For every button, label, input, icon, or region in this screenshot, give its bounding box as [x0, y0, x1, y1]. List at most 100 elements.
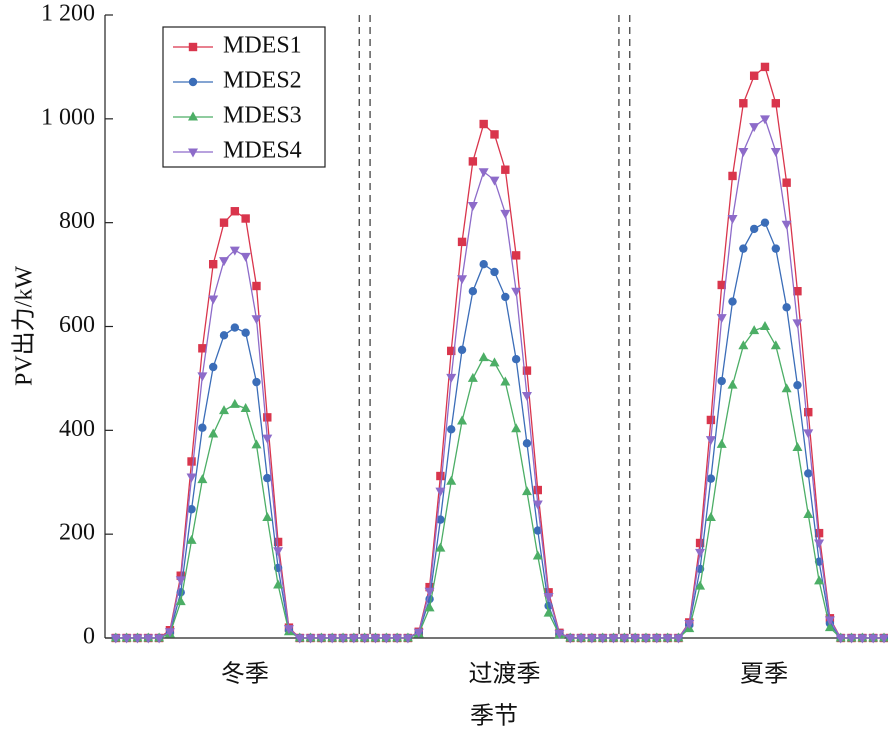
- marker: [436, 471, 445, 481]
- marker: [402, 634, 413, 644]
- marker: [381, 634, 392, 644]
- marker: [511, 355, 521, 364]
- marker: [543, 592, 554, 602]
- y-tick-label: 600: [59, 312, 95, 338]
- marker: [273, 579, 284, 589]
- marker: [436, 515, 445, 524]
- marker: [188, 77, 198, 87]
- marker: [695, 548, 706, 558]
- marker: [316, 634, 327, 644]
- marker: [749, 224, 759, 234]
- marker: [824, 622, 835, 632]
- marker: [760, 62, 770, 72]
- marker: [781, 383, 792, 393]
- legend: MDES1 MDES2 MDES3 MDES4: [162, 26, 326, 168]
- marker: [749, 71, 759, 80]
- marker: [640, 634, 651, 644]
- marker: [188, 111, 198, 121]
- marker: [208, 260, 218, 269]
- marker: [186, 534, 197, 544]
- marker: [792, 319, 803, 329]
- series-line: [115, 221, 884, 639]
- marker: [198, 423, 207, 432]
- marker: [489, 176, 500, 186]
- marker: [273, 547, 284, 557]
- legend-box: [162, 26, 326, 168]
- marker: [447, 346, 456, 356]
- marker: [857, 634, 868, 644]
- marker: [759, 115, 770, 125]
- marker: [739, 99, 748, 108]
- marker: [706, 474, 716, 483]
- marker: [208, 295, 219, 305]
- marker: [532, 500, 543, 510]
- marker: [608, 634, 619, 644]
- marker: [154, 634, 165, 644]
- marker: [717, 280, 726, 290]
- marker: [501, 165, 510, 174]
- marker: [446, 475, 457, 485]
- y-axis-label: PV出力/kW: [11, 266, 38, 386]
- marker: [263, 473, 272, 483]
- marker: [597, 634, 608, 644]
- marker: [532, 550, 543, 560]
- marker: [435, 542, 446, 552]
- marker: [500, 376, 511, 386]
- marker: [824, 616, 835, 626]
- marker: [457, 275, 468, 285]
- marker: [803, 508, 814, 518]
- marker: [262, 434, 273, 444]
- marker: [424, 587, 435, 597]
- marker: [673, 634, 684, 644]
- marker: [565, 634, 576, 644]
- marker: [197, 474, 208, 484]
- marker: [478, 352, 489, 362]
- marker: [717, 376, 726, 386]
- marker: [197, 372, 208, 382]
- marker: [759, 321, 770, 330]
- marker: [749, 123, 760, 133]
- marker: [835, 634, 846, 644]
- marker: [132, 634, 143, 644]
- y-tick-label: 200: [59, 520, 95, 546]
- series-line: [115, 117, 884, 639]
- marker: [782, 178, 791, 187]
- marker: [533, 485, 542, 495]
- marker: [413, 628, 424, 638]
- marker: [188, 42, 198, 52]
- marker: [219, 257, 230, 267]
- marker: [208, 428, 219, 438]
- marker: [241, 214, 250, 223]
- marker: [739, 244, 748, 253]
- category-label: 夏季: [740, 661, 788, 688]
- marker: [359, 634, 370, 644]
- marker: [630, 634, 641, 644]
- marker: [478, 168, 489, 178]
- marker: [490, 130, 499, 139]
- legend-label: MDES2: [223, 68, 302, 94]
- category-label: 冬季: [221, 661, 269, 688]
- marker: [435, 487, 446, 497]
- marker: [187, 457, 196, 466]
- marker: [370, 634, 381, 644]
- marker: [164, 628, 175, 638]
- marker: [457, 345, 467, 355]
- marker: [706, 415, 716, 425]
- y-tick-label: 800: [59, 208, 95, 234]
- marker: [782, 303, 791, 312]
- marker: [186, 473, 197, 483]
- marker: [651, 634, 662, 644]
- marker: [793, 380, 802, 390]
- marker: [489, 357, 500, 367]
- marker: [695, 580, 706, 590]
- marker: [521, 392, 532, 402]
- marker: [770, 148, 781, 158]
- marker: [695, 538, 705, 548]
- marker: [467, 202, 478, 212]
- marker: [327, 634, 338, 644]
- marker: [804, 407, 813, 417]
- marker: [716, 438, 727, 448]
- marker: [738, 148, 749, 158]
- marker: [716, 314, 727, 324]
- marker: [392, 634, 403, 644]
